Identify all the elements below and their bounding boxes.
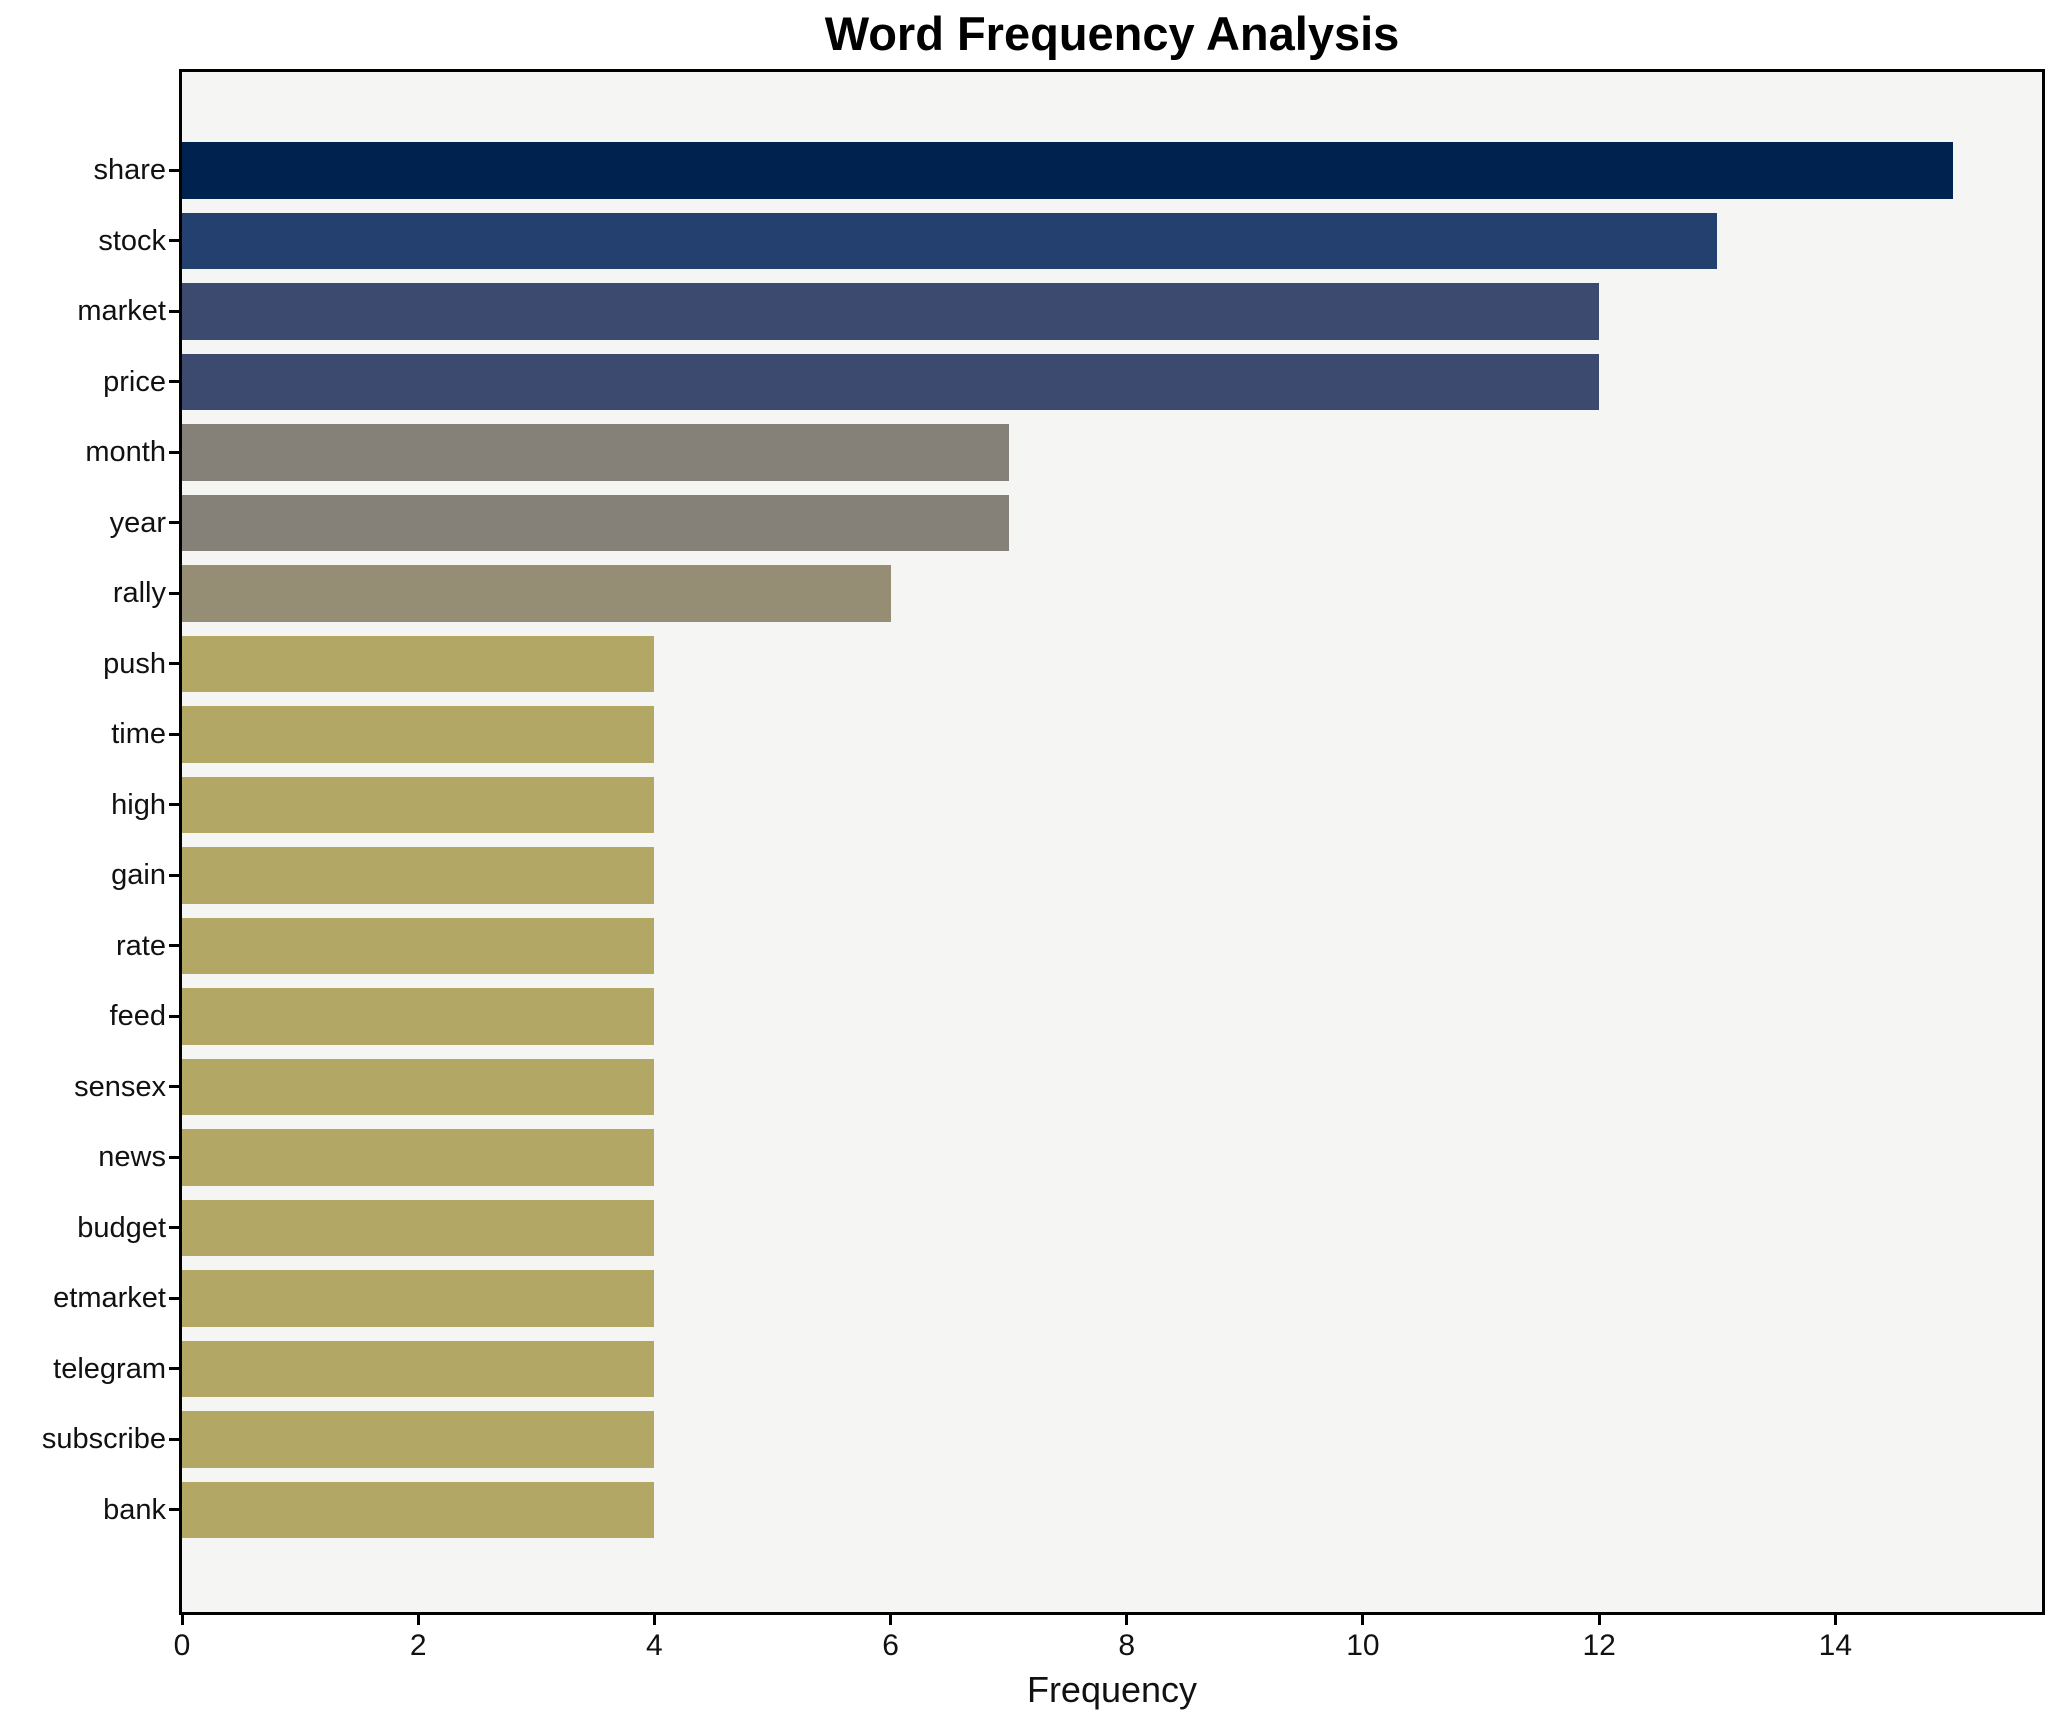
y-tick-mark bbox=[169, 803, 182, 807]
bar-share bbox=[182, 142, 1954, 199]
y-tick-label-high: high bbox=[111, 788, 166, 821]
y-tick-label-time: time bbox=[111, 718, 166, 751]
y-tick-label-bank: bank bbox=[103, 1493, 166, 1526]
y-tick-mark bbox=[169, 873, 182, 877]
x-tick-label-12: 12 bbox=[1582, 1629, 1616, 1662]
y-tick-label-gain: gain bbox=[111, 859, 166, 892]
bar-feed bbox=[182, 988, 655, 1045]
y-tick-mark bbox=[169, 1296, 182, 1300]
y-tick-label-etmarket: etmarket bbox=[53, 1282, 166, 1315]
y-tick-mark bbox=[169, 1437, 182, 1441]
x-tick-mark bbox=[180, 1612, 184, 1625]
bar-year bbox=[182, 494, 1009, 551]
x-tick-label-8: 8 bbox=[1118, 1629, 1136, 1662]
y-tick-mark bbox=[169, 1367, 182, 1371]
y-tick-label-share: share bbox=[93, 154, 166, 187]
bar-etmarket bbox=[182, 1270, 655, 1327]
x-tick-label-0: 0 bbox=[173, 1629, 191, 1662]
y-tick-mark bbox=[169, 662, 182, 666]
y-tick-mark bbox=[169, 380, 182, 384]
y-tick-mark bbox=[169, 1226, 182, 1230]
x-tick-mark bbox=[1597, 1612, 1601, 1625]
x-tick-label-4: 4 bbox=[646, 1629, 663, 1662]
y-tick-mark bbox=[169, 1508, 182, 1512]
y-tick-label-sensex: sensex bbox=[74, 1070, 166, 1103]
bar-stock bbox=[182, 212, 1718, 269]
bar-time bbox=[182, 706, 655, 763]
y-tick-mark bbox=[169, 521, 182, 525]
x-tick-mark bbox=[1125, 1612, 1129, 1625]
y-tick-label-telegram: telegram bbox=[53, 1352, 166, 1385]
y-tick-mark bbox=[169, 450, 182, 454]
y-tick-label-rally: rally bbox=[112, 577, 166, 610]
y-tick-mark bbox=[169, 239, 182, 243]
y-tick-label-push: push bbox=[103, 647, 166, 680]
x-tick-mark bbox=[652, 1612, 656, 1625]
x-tick-mark bbox=[1833, 1612, 1837, 1625]
x-tick-mark bbox=[1361, 1612, 1365, 1625]
bar-news bbox=[182, 1129, 655, 1186]
y-tick-mark bbox=[169, 591, 182, 595]
x-tick-mark bbox=[416, 1612, 420, 1625]
bar-telegram bbox=[182, 1340, 655, 1397]
x-tick-label-6: 6 bbox=[882, 1629, 899, 1662]
bar-rate bbox=[182, 917, 655, 974]
x-tick-label-2: 2 bbox=[409, 1629, 427, 1662]
y-tick-label-feed: feed bbox=[109, 1000, 166, 1033]
y-tick-label-year: year bbox=[109, 506, 166, 539]
y-tick-label-rate: rate bbox=[116, 929, 166, 962]
x-tick-mark bbox=[889, 1612, 893, 1625]
bar-market bbox=[182, 283, 1600, 340]
x-axis-label: Frequency bbox=[1026, 1669, 1198, 1710]
bar-gain bbox=[182, 847, 655, 904]
y-tick-label-news: news bbox=[98, 1141, 166, 1174]
bar-high bbox=[182, 776, 655, 833]
y-tick-label-stock: stock bbox=[98, 224, 166, 257]
x-tick-label-14: 14 bbox=[1818, 1629, 1853, 1662]
y-tick-mark bbox=[169, 309, 182, 313]
y-tick-mark bbox=[169, 732, 182, 736]
bar-subscribe bbox=[182, 1411, 655, 1468]
chart-title: Word Frequency Analysis bbox=[824, 7, 1400, 60]
bar-sensex bbox=[182, 1058, 655, 1115]
y-tick-mark bbox=[169, 1014, 182, 1018]
bar-price bbox=[182, 353, 1600, 410]
y-tick-label-subscribe: subscribe bbox=[41, 1423, 166, 1456]
bar-budget bbox=[182, 1199, 655, 1256]
plot-area bbox=[179, 69, 2045, 1615]
y-tick-mark bbox=[169, 944, 182, 948]
y-tick-mark bbox=[169, 168, 182, 172]
y-tick-mark bbox=[169, 1085, 182, 1089]
y-tick-mark bbox=[169, 1155, 182, 1159]
y-tick-label-month: month bbox=[85, 436, 166, 469]
y-tick-label-market: market bbox=[77, 295, 166, 328]
x-tick-label-10: 10 bbox=[1346, 1629, 1380, 1662]
bar-push bbox=[182, 635, 655, 692]
bar-month bbox=[182, 424, 1009, 481]
y-tick-label-budget: budget bbox=[77, 1211, 166, 1244]
bar-rally bbox=[182, 565, 891, 622]
bar-bank bbox=[182, 1481, 655, 1538]
y-tick-label-price: price bbox=[103, 365, 166, 398]
